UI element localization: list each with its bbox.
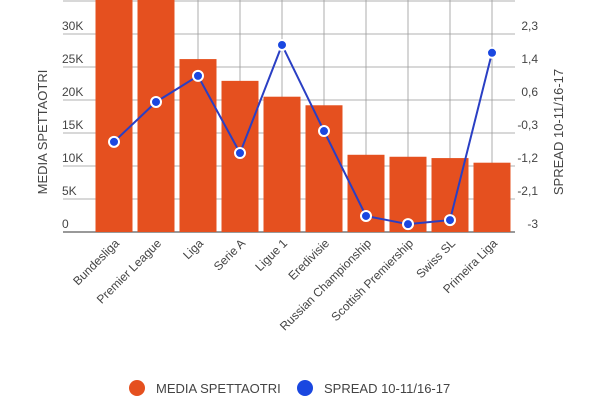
bar xyxy=(473,162,511,232)
y-tick-label: 0 xyxy=(62,217,69,231)
spread-line xyxy=(108,38,498,231)
bar xyxy=(305,105,343,232)
bar xyxy=(179,59,217,232)
line-path xyxy=(113,42,493,226)
line-point xyxy=(318,125,330,138)
bar xyxy=(263,96,301,232)
line-point xyxy=(360,209,372,222)
y2-tick-label: -2,1 xyxy=(517,184,538,198)
right-axis-title: SPREAD 10-11/16-17 xyxy=(551,69,566,195)
y-tick-label: 15K xyxy=(62,118,83,132)
line-point xyxy=(444,214,456,227)
legend-marker-bar xyxy=(129,380,145,396)
y2-tick-label: -3 xyxy=(527,217,538,231)
line-point xyxy=(108,135,120,148)
left-axis-title: MEDIA SPETTAOTRI xyxy=(35,70,50,195)
y2-tick-label: 2,3 xyxy=(521,19,538,33)
left-axis-ticks: 0 5K 10K 15K 20K 25K 30K xyxy=(62,19,83,231)
x-tick-label: Scottish Premiership xyxy=(328,236,416,324)
line-point xyxy=(402,218,414,231)
y2-tick-label: -0,3 xyxy=(517,118,538,132)
x-tick-label: Ligue 1 xyxy=(252,236,290,274)
y2-tick-label: 0,6 xyxy=(521,85,538,99)
line-point xyxy=(150,95,162,108)
y-tick-label: 30K xyxy=(62,19,83,33)
y2-tick-label: -1,2 xyxy=(517,151,538,165)
line-point xyxy=(276,38,288,51)
y-tick-label: 20K xyxy=(62,85,83,99)
bars xyxy=(95,0,511,232)
y-tick-label: 5K xyxy=(62,184,77,198)
bar xyxy=(95,0,133,232)
y2-tick-label: 1,4 xyxy=(521,52,538,66)
line-point xyxy=(486,46,498,59)
y-tick-label: 25K xyxy=(62,52,83,66)
line-point xyxy=(192,69,204,82)
legend-label-bar: MEDIA SPETTAOTRI xyxy=(156,381,281,396)
legend-marker-line xyxy=(297,380,313,396)
x-tick-label: Liga xyxy=(180,236,206,262)
bar xyxy=(137,0,175,232)
y-tick-label: 10K xyxy=(62,151,83,165)
x-tick-label: Serie A xyxy=(211,236,248,273)
line-point xyxy=(234,147,246,160)
legend-label-line: SPREAD 10-11/16-17 xyxy=(324,381,450,396)
right-axis-ticks: -3 -2,1 -1,2 -0,3 0,6 1,4 2,3 xyxy=(517,19,538,231)
legend: MEDIA SPETTAOTRI SPREAD 10-11/16-17 xyxy=(129,380,450,396)
